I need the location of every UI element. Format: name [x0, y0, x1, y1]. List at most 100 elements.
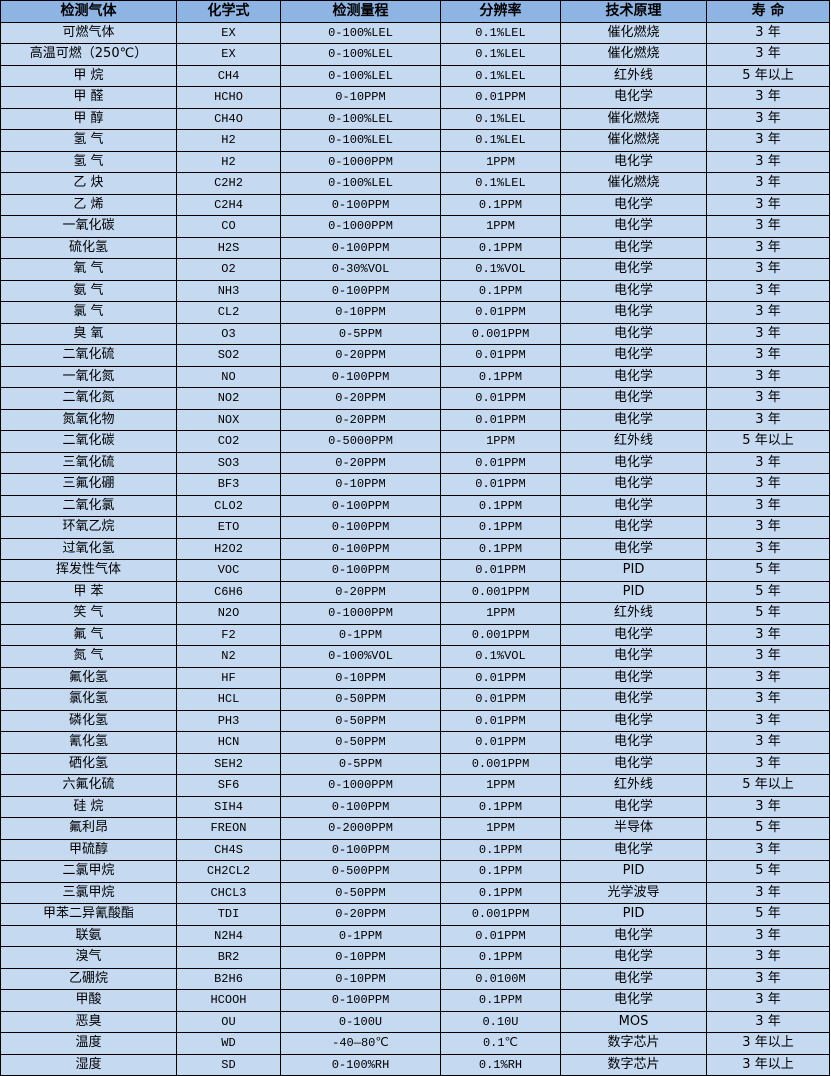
header-formula: 化学式 — [176, 0, 281, 23]
cell-lifespan: 5 年 — [706, 559, 830, 582]
table-row: 笑 气 N2O 0-1000PPM 1PPM 红外线 5 年 — [0, 602, 830, 625]
cell-lifespan: 3 年 — [706, 666, 830, 689]
cell-lifespan: 3 年 — [706, 236, 830, 259]
cell-gas: 三氯甲烷 — [0, 881, 177, 904]
cell-formula: HCL — [176, 688, 281, 711]
table-row: 可燃气体 EX 0-100%LEL 0.1%LEL 催化燃烧 3 年 — [0, 21, 830, 44]
cell-gas: 氮氧化物 — [0, 408, 177, 431]
cell-formula: N2H4 — [176, 924, 281, 947]
table-row: 甲 醇 CH4O 0-100%LEL 0.1%LEL 催化燃烧 3 年 — [0, 107, 830, 130]
cell-resolution: 1PPM — [440, 817, 561, 840]
cell-gas: 湿度 — [0, 1053, 177, 1076]
cell-principle: 数字芯片 — [560, 1032, 707, 1055]
table-row: 氢 气 H2 0-1000PPM 1PPM 电化学 3 年 — [0, 150, 830, 173]
table-row: 甲 烷 CH4 0-100%LEL 0.1%LEL 红外线 5 年以上 — [0, 64, 830, 87]
cell-lifespan: 3 年以上 — [706, 1032, 830, 1055]
cell-resolution: 0.01PPM — [440, 301, 561, 324]
cell-lifespan: 3 年 — [706, 172, 830, 195]
cell-resolution: 0.01PPM — [440, 451, 561, 474]
table-row: 氟化氢 HF 0-10PPM 0.01PPM 电化学 3 年 — [0, 666, 830, 689]
cell-formula: C2H2 — [176, 172, 281, 195]
cell-gas: 氟利昂 — [0, 817, 177, 840]
cell-gas: 硫化氢 — [0, 236, 177, 259]
cell-principle: 电化学 — [560, 344, 707, 367]
cell-principle: PID — [560, 860, 707, 883]
cell-lifespan: 3 年 — [706, 924, 830, 947]
cell-resolution: 0.001PPM — [440, 623, 561, 646]
table-row: 硒化氢 SEH2 0-5PPM 0.001PPM 电化学 3 年 — [0, 752, 830, 775]
table-row: 硅 烷 SIH4 0-100PPM 0.1PPM 电化学 3 年 — [0, 795, 830, 818]
cell-range: 0-100%LEL — [280, 64, 441, 87]
cell-gas: 二氧化氯 — [0, 494, 177, 517]
cell-principle: 电化学 — [560, 838, 707, 861]
cell-principle: 电化学 — [560, 408, 707, 431]
cell-gas: 三氧化硫 — [0, 451, 177, 474]
table-row: 一氧化氮 NO 0-100PPM 0.1PPM 电化学 3 年 — [0, 365, 830, 388]
cell-resolution: 0.01PPM — [440, 408, 561, 431]
cell-principle: 电化学 — [560, 731, 707, 754]
cell-resolution: 0.1%VOL — [440, 258, 561, 281]
cell-gas: 乙 炔 — [0, 172, 177, 195]
cell-resolution: 0.1PPM — [440, 236, 561, 259]
cell-gas: 臭 氧 — [0, 322, 177, 345]
cell-formula: VOC — [176, 559, 281, 582]
cell-lifespan: 3 年 — [706, 279, 830, 302]
table-row: 甲酸 HCOOH 0-100PPM 0.1PPM 电化学 3 年 — [0, 989, 830, 1012]
table-row: 甲苯二异氰酸酯 TDI 0-20PPM 0.001PPM PID 5 年 — [0, 903, 830, 926]
cell-formula: CL2 — [176, 301, 281, 324]
cell-formula: CH4S — [176, 838, 281, 861]
cell-resolution: 0.1%LEL — [440, 21, 561, 44]
table-row: 乙硼烷 B2H6 0-10PPM 0.0100M 电化学 3 年 — [0, 967, 830, 990]
table-row: 氢 气 H2 0-100%LEL 0.1%LEL 催化燃烧 3 年 — [0, 129, 830, 152]
cell-resolution: 0.01PPM — [440, 709, 561, 732]
table-row: 湿度 SD 0-100%RH 0.1%RH 数字芯片 3 年以上 — [0, 1053, 830, 1076]
cell-lifespan: 3 年 — [706, 107, 830, 130]
cell-lifespan: 3 年 — [706, 516, 830, 539]
cell-resolution: 1PPM — [440, 430, 561, 453]
cell-formula: SEH2 — [176, 752, 281, 775]
cell-principle: 数字芯片 — [560, 1053, 707, 1076]
cell-lifespan: 3 年 — [706, 193, 830, 216]
cell-formula: BR2 — [176, 946, 281, 969]
header-principle: 技术原理 — [560, 0, 707, 23]
cell-gas: 氟 气 — [0, 623, 177, 646]
cell-formula: CH4 — [176, 64, 281, 87]
cell-lifespan: 3 年 — [706, 150, 830, 173]
table-row: 温度 WD -40—80℃ 0.1℃ 数字芯片 3 年以上 — [0, 1032, 830, 1055]
cell-lifespan: 3 年 — [706, 795, 830, 818]
header-lifespan: 寿 命 — [706, 0, 830, 23]
cell-gas: 一氧化碳 — [0, 215, 177, 238]
cell-formula: TDI — [176, 903, 281, 926]
cell-gas: 温度 — [0, 1032, 177, 1055]
cell-principle: 电化学 — [560, 645, 707, 668]
cell-range: 0-20PPM — [280, 408, 441, 431]
cell-lifespan: 3 年 — [706, 215, 830, 238]
cell-gas: 一氧化氮 — [0, 365, 177, 388]
cell-range: 0-10PPM — [280, 946, 441, 969]
cell-principle: 电化学 — [560, 537, 707, 560]
cell-range: 0-5PPM — [280, 322, 441, 345]
cell-range: 0-20PPM — [280, 344, 441, 367]
cell-principle: 电化学 — [560, 258, 707, 281]
cell-lifespan: 3 年 — [706, 21, 830, 44]
cell-gas: 氯 气 — [0, 301, 177, 324]
cell-range: 0-100PPM — [280, 989, 441, 1012]
cell-resolution: 0.1%LEL — [440, 172, 561, 195]
cell-range: 0-2000PPM — [280, 817, 441, 840]
cell-resolution: 1PPM — [440, 215, 561, 238]
table-row: 甲 醛 HCHO 0-10PPM 0.01PPM 电化学 3 年 — [0, 86, 830, 109]
cell-lifespan: 3 年 — [706, 645, 830, 668]
cell-gas: 二氧化硫 — [0, 344, 177, 367]
cell-range: 0-100PPM — [280, 365, 441, 388]
cell-gas: 氧 气 — [0, 258, 177, 281]
cell-range: 0-100%VOL — [280, 645, 441, 668]
cell-resolution: 0.1PPM — [440, 989, 561, 1012]
cell-resolution: 0.01PPM — [440, 666, 561, 689]
cell-formula: SO3 — [176, 451, 281, 474]
cell-gas: 挥发性气体 — [0, 559, 177, 582]
cell-principle: MOS — [560, 1010, 707, 1033]
cell-formula: C2H4 — [176, 193, 281, 216]
cell-formula: N2O — [176, 602, 281, 625]
cell-principle: 催化燃烧 — [560, 21, 707, 44]
cell-formula: HCHO — [176, 86, 281, 109]
